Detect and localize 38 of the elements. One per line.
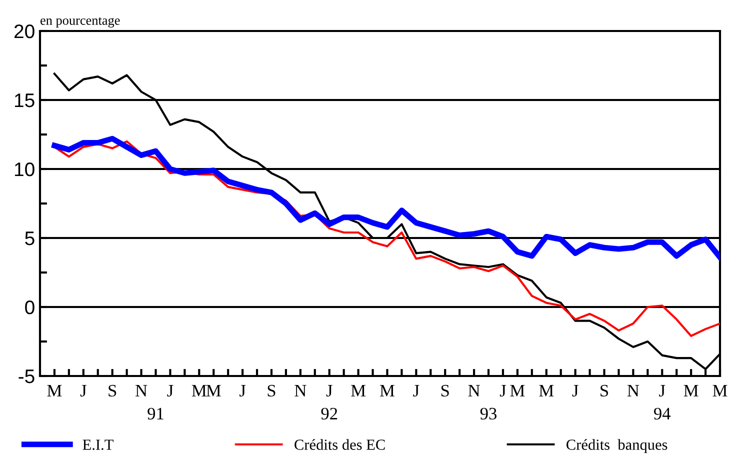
- x-tick-label: M: [206, 385, 221, 396]
- x-tick-label: S: [441, 384, 449, 397]
- x-tick-label: J: [413, 385, 420, 397]
- legend-label: Crédits des EC: [294, 439, 385, 450]
- y-tick-label: -5: [18, 370, 34, 384]
- x-tick-label: M: [47, 385, 62, 396]
- legend-label: Crédits banques: [566, 439, 668, 453]
- x-tick-label: S: [268, 384, 276, 397]
- x-tick-label: N: [294, 385, 306, 396]
- x-tick-label: M: [380, 385, 394, 396]
- legend-label: E.I.T: [82, 440, 114, 450]
- x-tick-label: N: [136, 385, 148, 396]
- x-tick-label: J 92: [321, 385, 338, 420]
- x-tick-label: M: [684, 385, 698, 396]
- x-tick-label: S: [108, 384, 116, 397]
- y-tick-label: 0: [25, 300, 34, 314]
- x-tick-label: 93: [480, 408, 497, 420]
- x-tick-label: J: [572, 385, 578, 397]
- x-tick-label: S: [600, 384, 608, 397]
- x-tick-label: M: [192, 385, 206, 396]
- y-axis-title: en pourcentage: [40, 17, 120, 28]
- line-series: [53, 140, 720, 338]
- y-tick-label: 5: [25, 232, 34, 246]
- x-tick-label: N: [468, 385, 480, 396]
- x-tick-label: J: [80, 385, 86, 397]
- x-tick-label: M: [510, 385, 525, 396]
- x-tick-label: J: [240, 385, 246, 397]
- x-tick-label: M: [712, 385, 728, 396]
- x-tick-label: J: [167, 385, 174, 397]
- y-tick-label: 20: [14, 24, 34, 38]
- y-tick-label: 10: [14, 162, 34, 176]
- x-tick-label: 91: [148, 408, 164, 420]
- x-tick-label: M: [351, 385, 366, 396]
- x-tick-label: M: [539, 385, 554, 396]
- x-tick-label: J: [500, 385, 506, 397]
- x-tick-label: J 94: [654, 385, 671, 420]
- x-tick-label: N: [627, 385, 640, 396]
- y-tick-label: 15: [14, 94, 34, 108]
